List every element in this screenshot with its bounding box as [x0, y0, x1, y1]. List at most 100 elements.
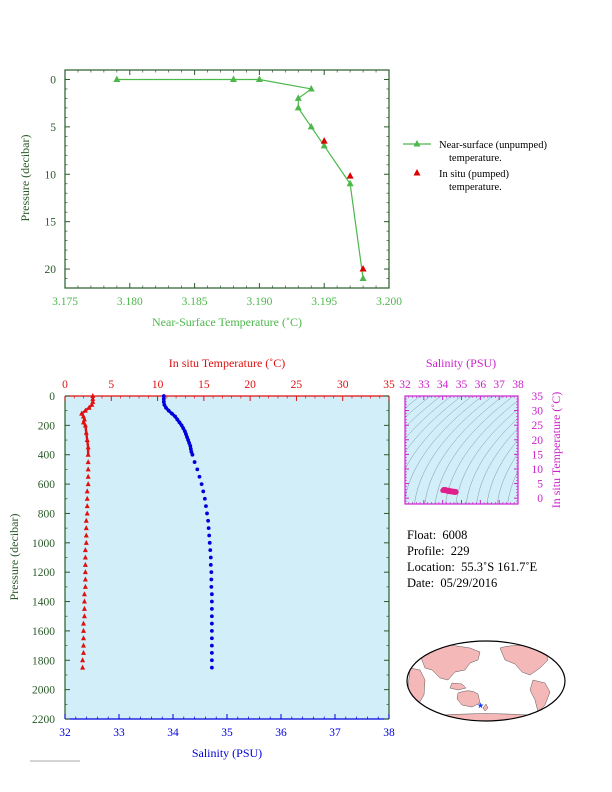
salinity-point [209, 636, 214, 641]
ts-x-ticks: 32 33 34 35 36 37 38 [399, 379, 524, 504]
ts-y-tick-label: 35 [532, 391, 544, 403]
legend-label-near-surface-1: Near-surface (unpumped) [439, 140, 547, 151]
date-row: Date: 05/29/2016 [407, 575, 537, 591]
sal-tick-label: 32 [59, 727, 71, 739]
ts-x-tick-label: 32 [399, 379, 411, 391]
landmass-greenland [547, 643, 559, 653]
legend-label-in-situ-2: temperature. [449, 182, 502, 193]
ts-y-tick-label: 0 [537, 493, 543, 505]
salinity-point [161, 399, 166, 404]
density-contour [455, 408, 518, 504]
salinity-point [209, 599, 214, 604]
salinity-point [161, 397, 166, 401]
temp-tick-label: 15 [198, 379, 210, 391]
salinity-point [199, 482, 204, 486]
salinity-point [189, 449, 194, 454]
top-y-tick-label: 10 [45, 169, 57, 181]
profile-y-axis-label: Pressure (decibar) [7, 514, 21, 601]
ts-background [405, 396, 518, 504]
sal-tick-label: 37 [329, 727, 341, 739]
ts-y-ticks: 0 5 10 15 20 25 30 35 [405, 391, 543, 505]
top-x-tick-label: 3.190 [246, 296, 272, 308]
location-label: Location: [407, 560, 455, 574]
ts-y-axis-label: In situ Temperature (˚C) [549, 392, 563, 509]
top-x-tick-label: 3.200 [376, 296, 402, 308]
world-map [406, 640, 566, 722]
pressure-tick-label: 1600 [32, 626, 55, 638]
legend-label-in-situ-1: In situ (pumped) [439, 169, 509, 180]
temperature-profile [79, 393, 96, 670]
density-contour [405, 396, 442, 428]
temperature-point [81, 635, 87, 641]
temp-tick-label: 25 [291, 379, 303, 391]
salinity-point [209, 643, 214, 648]
temperature-point [81, 591, 87, 597]
pressure-tick-label: 1800 [32, 655, 55, 667]
float-location-marker [477, 702, 484, 709]
salinity-point [197, 474, 202, 479]
salinity-point [209, 651, 214, 655]
temperature-point [84, 510, 90, 516]
sal-tick-label: 36 [275, 727, 287, 739]
salinity-point [209, 570, 214, 575]
salinity-point [185, 435, 189, 440]
ts-y-tick-label: 20 [532, 435, 544, 447]
profile-plot-background [65, 396, 389, 719]
pressure-tick-label: 2000 [32, 685, 55, 697]
temperature-point [82, 561, 88, 567]
salinity-point [209, 658, 214, 663]
salinity-point [190, 452, 195, 457]
temperature-point [81, 605, 87, 611]
salinity-point [209, 592, 214, 597]
near-surface-point [359, 274, 367, 282]
density-contour [405, 396, 452, 440]
salinity-point [209, 584, 214, 589]
density-contour [405, 396, 473, 470]
temperature-point [85, 459, 91, 465]
salinity-point [182, 429, 187, 434]
temperature-point [81, 627, 87, 633]
landmass-antarctica [419, 713, 553, 721]
salinity-point [209, 577, 214, 582]
salinity-point [209, 621, 214, 626]
ts-x-tick-label: 36 [475, 379, 487, 391]
top-x-tick-label: 3.180 [117, 296, 143, 308]
landmass-new-zealand [482, 703, 489, 712]
density-contour [465, 417, 518, 504]
temperature-point [82, 583, 88, 589]
temperature-point [84, 488, 90, 494]
top-series [113, 75, 367, 282]
salinity-point [184, 432, 188, 437]
temp-tick-label: 30 [337, 379, 349, 391]
ts-y-tick-label: 25 [532, 420, 544, 432]
salinity-ticks: 32 33 34 35 36 37 38 [59, 714, 395, 739]
ts-point [440, 488, 446, 493]
salinity-point [162, 402, 167, 407]
in-situ-point [359, 265, 367, 272]
salinity-point [166, 408, 171, 413]
density-contour [507, 470, 518, 504]
temp-tick-label: 35 [383, 379, 395, 391]
temp-tick-label: 5 [108, 379, 114, 391]
temperature-point [82, 576, 88, 582]
temperature-ticks: 0 5 10 15 20 25 30 35 [62, 379, 395, 401]
temperature-point [83, 539, 89, 545]
ts-x-tick-label: 37 [493, 379, 505, 391]
temperature-point [84, 503, 90, 509]
ts-x-tick-label: 38 [512, 379, 524, 391]
ts-y-tick-label: 15 [532, 449, 544, 461]
ts-x-tick-label: 34 [437, 379, 449, 391]
density-contour [445, 400, 518, 504]
sal-tick-label: 34 [167, 727, 179, 739]
temperature-point [81, 598, 87, 604]
temperature-point [83, 532, 89, 538]
date-label: Date: [407, 576, 435, 590]
density-contour [476, 427, 518, 504]
salinity-point [173, 414, 178, 419]
near-surface-point [229, 75, 237, 82]
salinity-point [208, 548, 213, 553]
density-contours [405, 396, 518, 504]
temperature-point [84, 495, 90, 501]
landmass-australia [456, 690, 481, 708]
top-y-tick-label: 5 [50, 122, 56, 134]
